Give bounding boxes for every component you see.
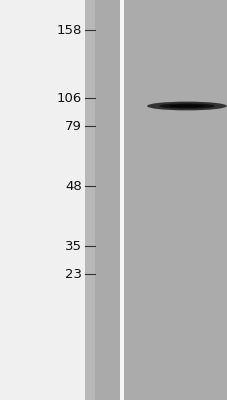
Bar xyxy=(0,0,85,400)
Text: 48: 48 xyxy=(65,180,82,192)
Bar xyxy=(94,0,119,400)
Ellipse shape xyxy=(168,104,204,108)
Bar xyxy=(124,0,227,400)
Text: 35: 35 xyxy=(65,240,82,252)
Text: 23: 23 xyxy=(65,268,82,280)
Bar xyxy=(119,0,124,400)
Ellipse shape xyxy=(146,102,226,110)
Text: 158: 158 xyxy=(57,24,82,36)
Text: 79: 79 xyxy=(65,120,82,132)
Text: 106: 106 xyxy=(57,92,82,104)
Ellipse shape xyxy=(158,103,214,109)
